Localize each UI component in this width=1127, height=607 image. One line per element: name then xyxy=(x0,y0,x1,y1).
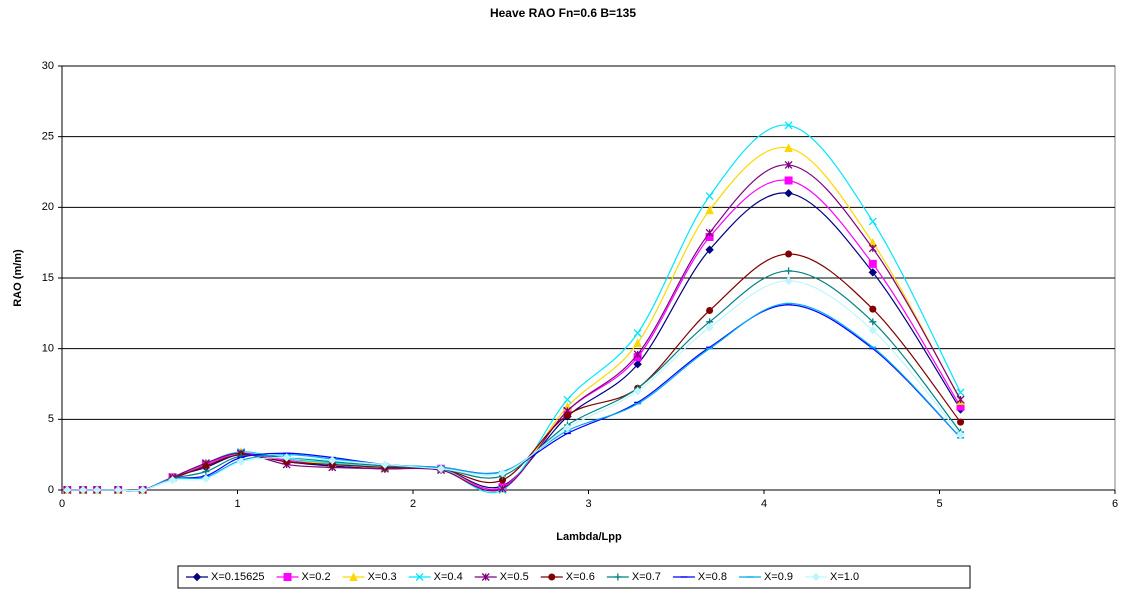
marker xyxy=(282,453,291,462)
marker xyxy=(498,468,507,478)
marker xyxy=(784,276,793,286)
marker xyxy=(168,475,177,485)
x-tick-label: 1 xyxy=(234,498,240,510)
legend-marker xyxy=(349,572,358,581)
marker xyxy=(784,121,793,130)
marker xyxy=(705,205,714,215)
marker xyxy=(868,326,878,335)
marker xyxy=(563,395,572,404)
legend-marker xyxy=(614,573,622,581)
legend-label: X=0.8 xyxy=(698,571,727,583)
marker xyxy=(785,250,793,258)
chart-title: Heave RAO Fn=0.6 B=135 xyxy=(490,6,636,20)
legend-label: X=0.6 xyxy=(566,571,595,583)
marker xyxy=(138,485,147,495)
marker xyxy=(563,423,572,433)
x-tick-label: 2 xyxy=(410,498,416,510)
legend-label: X=1.0 xyxy=(830,571,859,583)
x-tick-label: 5 xyxy=(936,498,942,510)
marker xyxy=(202,462,210,470)
marker xyxy=(868,268,878,277)
marker xyxy=(202,468,210,476)
y-axis-title: RAO (m/m) xyxy=(12,249,24,307)
y-tick-label: 25 xyxy=(42,131,54,143)
marker xyxy=(498,484,507,493)
marker xyxy=(956,430,965,440)
marker xyxy=(868,259,877,268)
marker xyxy=(868,217,877,226)
marker xyxy=(957,418,965,426)
legend-label: X=0.2 xyxy=(302,571,331,583)
x-axis-title: Lambda/Lpp xyxy=(556,531,622,543)
marker xyxy=(784,143,793,152)
marker xyxy=(956,395,965,404)
y-tick-label: 30 xyxy=(42,60,54,72)
legend-marker xyxy=(481,573,490,581)
marker xyxy=(633,329,642,338)
marker xyxy=(868,244,877,253)
marker xyxy=(633,360,642,369)
marker xyxy=(705,245,714,254)
marker xyxy=(633,338,642,348)
y-tick-label: 20 xyxy=(42,201,54,213)
marker xyxy=(92,485,102,495)
legend xyxy=(177,565,971,589)
marker xyxy=(113,485,123,495)
y-tick-label: 5 xyxy=(48,413,54,425)
marker xyxy=(869,318,877,326)
marker xyxy=(499,476,507,484)
marker xyxy=(563,411,571,419)
legend-marker xyxy=(192,572,202,582)
marker xyxy=(633,350,642,359)
marker xyxy=(784,176,793,185)
series-line xyxy=(67,280,962,492)
marker xyxy=(380,460,390,469)
x-tick-label: 3 xyxy=(585,498,591,510)
marker xyxy=(706,307,714,315)
marker xyxy=(436,464,446,474)
marker xyxy=(328,456,337,465)
marker xyxy=(283,458,291,466)
marker xyxy=(785,267,793,275)
marker xyxy=(705,323,714,332)
marker xyxy=(869,305,877,313)
legend-label: X=0.3 xyxy=(368,571,397,583)
x-tick-label: 0 xyxy=(59,498,65,510)
legend-marker xyxy=(548,573,556,581)
x-tick-label: 6 xyxy=(1112,498,1118,510)
marker xyxy=(63,485,72,495)
legend-marker xyxy=(811,572,821,582)
legend-label: X=0.4 xyxy=(434,571,463,583)
marker xyxy=(633,386,642,396)
marker xyxy=(78,485,88,495)
legend-label: X=0.7 xyxy=(632,571,661,583)
legend-label: X=0.5 xyxy=(500,571,529,583)
x-tick-label: 4 xyxy=(761,498,767,510)
marker xyxy=(236,457,246,466)
legend-label: X=0.15625 xyxy=(211,571,265,583)
marker xyxy=(784,160,793,169)
y-tick-label: 15 xyxy=(42,272,54,284)
legend-marker xyxy=(415,573,424,581)
marker xyxy=(705,192,714,200)
marker xyxy=(705,228,714,237)
marker xyxy=(784,188,793,198)
y-tick-label: 10 xyxy=(42,343,54,355)
marker xyxy=(201,474,211,483)
legend-marker xyxy=(283,573,292,581)
legend-label: X=0.9 xyxy=(764,571,793,583)
y-tick-label: 0 xyxy=(48,484,54,496)
